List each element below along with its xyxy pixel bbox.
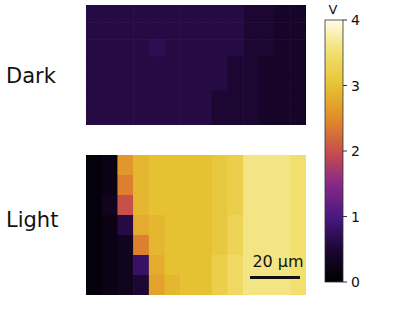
svg-text:1: 1 — [351, 209, 360, 225]
html-text:Light: Light — [6, 208, 59, 232]
html-text:Dark: Dark — [6, 64, 56, 88]
svg-text:4: 4 — [351, 12, 360, 28]
svg-text:3: 3 — [351, 78, 360, 94]
svg-text:0: 0 — [351, 274, 360, 290]
svg-text:V: V — [329, 2, 338, 17]
svg-text:2: 2 — [351, 143, 360, 159]
html-text:20 µm: 20 µm — [252, 252, 304, 271]
